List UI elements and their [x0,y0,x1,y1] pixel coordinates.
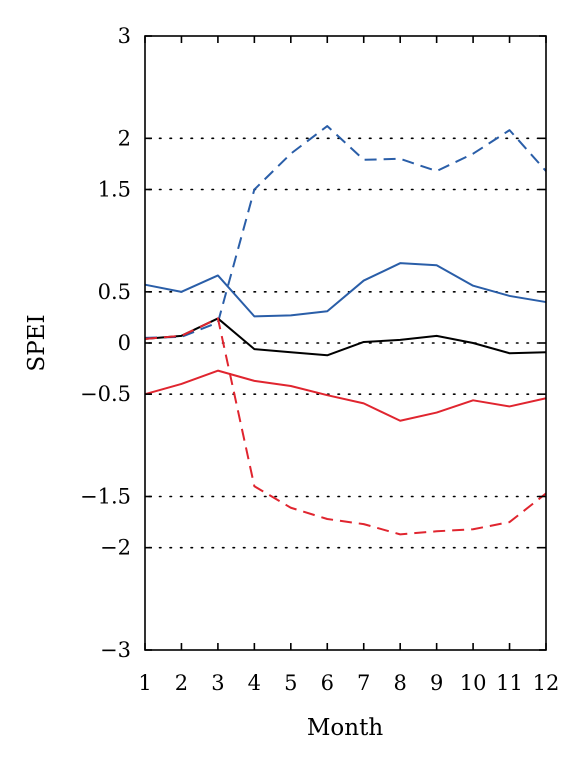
x-tick-label: 7 [357,671,370,695]
x-tick-label: 5 [284,671,297,695]
grid-lines [148,137,545,549]
y-tick-label: 0.5 [98,280,131,304]
y-tick-label: 2 [118,126,131,150]
y-tick-label: 0 [118,331,131,355]
y-tick-label: 1.5 [98,178,131,202]
y-axis-title: SPEI [24,314,50,371]
series-line-1 [144,262,547,318]
axis-ticks [144,35,547,651]
series-lines [144,125,547,536]
y-tick-label: 3 [118,24,131,48]
x-tick-label: 8 [393,671,406,695]
x-tick-label: 4 [248,671,261,695]
x-tick-label: 11 [496,671,523,695]
y-tick-label: −0.5 [80,382,131,406]
series-line-4 [144,317,547,536]
series-line-0 [144,125,547,339]
x-tick-label: 2 [175,671,188,695]
y-tick-label: −3 [100,638,131,662]
x-tick-label: 1 [138,671,151,695]
x-tick-label: 6 [321,671,334,695]
x-tick-label: 10 [460,671,487,695]
x-tick-labels: 1 2 3 4 5 6 7 8 9 10 11 12 [138,671,559,695]
x-tick-label: 9 [430,671,443,695]
series-line-2 [144,317,547,357]
y-tick-labels: 3 2 1.5 0.5 0 −0.5 −1.5 −2 −3 [80,24,131,662]
x-tick-label: 3 [211,671,224,695]
y-tick-label: −1.5 [80,485,131,509]
x-tick-label: 12 [533,671,560,695]
x-axis-title: Month [307,715,383,741]
series-line-3 [144,369,547,422]
y-tick-label: −2 [100,536,131,560]
